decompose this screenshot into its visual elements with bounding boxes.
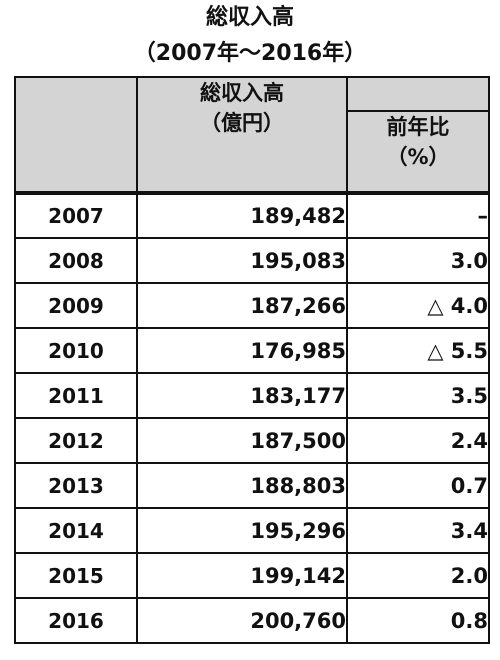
- year-cell: 2007: [14, 191, 138, 239]
- yoy-cell: –: [346, 191, 490, 239]
- table-row: 2010 176,985 △ 5.5: [14, 327, 490, 374]
- revenue-cell: 188,803: [136, 462, 348, 509]
- year-cell: 2013: [14, 462, 138, 509]
- year-cell: 2014: [14, 507, 138, 554]
- year-cell: 2015: [14, 552, 138, 599]
- header-revenue-unit: （億円）: [200, 111, 284, 135]
- table-row: 2007 189,482–: [14, 191, 490, 239]
- table-row: 2008 195,083 3.0: [14, 237, 490, 284]
- header-yoy-label: 前年比: [386, 115, 450, 139]
- year-cell: 2009: [14, 282, 138, 329]
- table-row: 2012 187,500 2.4: [14, 417, 490, 464]
- revenue-cell: 187,266: [136, 282, 348, 329]
- header-revenue-label: 総収入高: [200, 81, 284, 105]
- header-revenue: 総収入高 （億円）: [136, 76, 348, 194]
- header-yoy: 前年比 （%）: [346, 110, 490, 194]
- table-subtitle: （2007年～2016年）: [133, 41, 367, 66]
- table-row: 2016 200,760 0.8: [14, 597, 490, 644]
- yoy-cell: 3.5: [346, 372, 490, 419]
- table-row: 2015 199,142 2.0: [14, 552, 490, 599]
- revenue-cell: 195,296: [136, 507, 348, 554]
- header-band-cell: [346, 76, 490, 112]
- revenue-cell: 176,985: [136, 327, 348, 374]
- revenue-table: 総収入高 （億円） 前年比 （%） 2007 189,482–2008 195,08…: [14, 76, 490, 644]
- revenue-cell: 200,760: [136, 597, 348, 644]
- table-title: 総収入高: [205, 5, 294, 30]
- yoy-cell: △ 4.0: [346, 282, 490, 329]
- year-cell: 2008: [14, 237, 138, 284]
- yoy-cell: △ 5.5: [346, 327, 490, 374]
- header-year-cell: [14, 76, 138, 194]
- yoy-cell: 3.4: [346, 507, 490, 554]
- revenue-cell: 189,482: [136, 191, 348, 239]
- table-body: 2007 189,482–2008 195,083 3.0 2009 187,266 △ 4…: [14, 191, 490, 644]
- yoy-cell: 2.0: [346, 552, 490, 599]
- revenue-cell: 187,500: [136, 417, 348, 464]
- table-row: 2011 183,177 3.5: [14, 372, 490, 419]
- table-row: 2013 188,803 0.7: [14, 462, 490, 509]
- year-cell: 2016: [14, 597, 138, 644]
- table-row: 2009 187,266 △ 4.0: [14, 282, 490, 329]
- revenue-cell: 183,177: [136, 372, 348, 419]
- table-row: 2014 195,296 3.4: [14, 507, 490, 554]
- yoy-cell: 0.7: [346, 462, 490, 509]
- revenue-cell: 199,142: [136, 552, 348, 599]
- yoy-cell: 3.0: [346, 237, 490, 284]
- yoy-cell: 0.8: [346, 597, 490, 644]
- year-cell: 2011: [14, 372, 138, 419]
- revenue-cell: 195,083: [136, 237, 348, 284]
- year-cell: 2010: [14, 327, 138, 374]
- yoy-cell: 2.4: [346, 417, 490, 464]
- header-yoy-unit: （%）: [386, 145, 450, 169]
- year-cell: 2012: [14, 417, 138, 464]
